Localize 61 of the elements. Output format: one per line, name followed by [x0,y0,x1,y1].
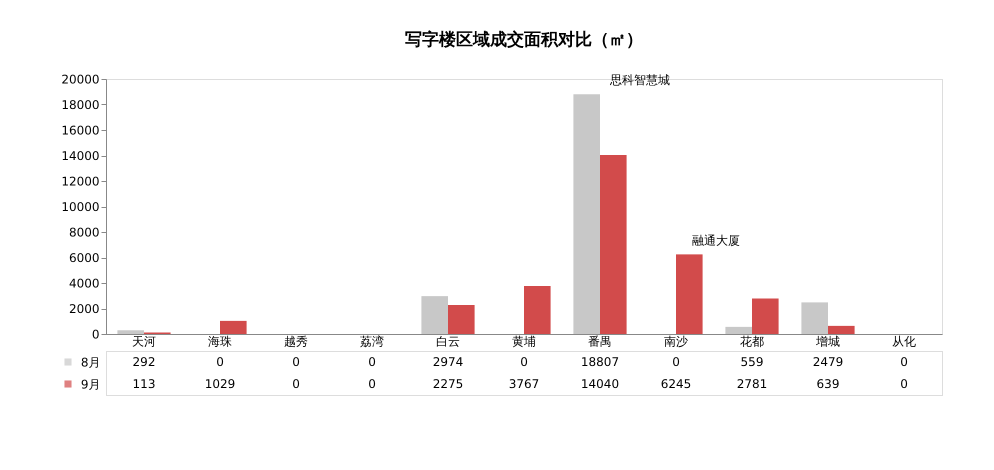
data-label: 0 [368,355,376,369]
legend-label: 9月 [80,378,100,392]
annotation: 思科智慧城 [609,73,670,88]
data-label: 0 [672,355,680,369]
data-label: 6245 [660,377,692,391]
x-tick-label: 海珠 [208,334,232,348]
bar [752,298,779,334]
bar [448,304,475,334]
bar [220,320,247,334]
y-tick-label: 12000 [61,174,100,188]
y-tick-label: 6000 [68,251,100,265]
data-label: 14040 [580,377,620,391]
data-label: 2275 [432,377,464,391]
legend-label: 8月 [80,356,100,370]
annotation: 融通大厦 [692,233,740,248]
y-tick-label: 8000 [68,226,100,240]
data-label: 0 [900,355,908,369]
y-tick-label: 20000 [61,72,100,86]
x-tick-label: 越秀 [284,334,308,348]
bar [117,330,144,334]
y-tick-label: 4000 [68,276,100,290]
data-label: 292 [132,355,156,369]
data-label: 559 [740,355,764,369]
y-tick-label: 10000 [61,200,100,214]
x-tick-label: 天河 [132,334,156,348]
chart-title: 写字楼区域成交面积对比（㎡） [405,30,643,50]
x-tick-label: 花都 [740,334,764,348]
data-label: 1029 [204,377,236,391]
data-label: 0 [292,355,300,369]
x-tick-label: 荔湾 [360,334,384,348]
data-label: 3767 [508,377,540,391]
bar [524,286,551,334]
data-label: 2479 [812,355,844,369]
x-tick-label: 番禺 [588,334,612,348]
bar [573,94,600,334]
x-tick-label: 增城 [815,334,840,348]
y-tick-label: 14000 [61,149,100,163]
data-label: 2974 [432,355,464,369]
data-label: 0 [216,355,224,369]
x-tick-label: 白云 [436,334,460,348]
data-label: 0 [520,355,528,369]
y-tick-label: 18000 [61,98,100,112]
data-label: 18807 [580,355,620,369]
y-tick-label: 16000 [61,124,100,138]
y-tick-label: 2000 [68,302,100,316]
data-label: 639 [816,377,840,391]
y-tick-label: 0 [92,328,100,342]
bar [725,326,752,334]
bar [676,254,703,334]
data-label: 2781 [736,377,768,391]
data-label: 0 [368,377,376,391]
data-label: 0 [900,377,908,391]
data-label: 0 [292,377,300,391]
x-tick-label: 从化 [892,334,916,348]
bar [421,296,448,334]
x-tick-label: 南沙 [664,334,688,348]
data-label: 113 [132,377,156,391]
bar [600,154,627,334]
bar [801,302,828,334]
x-tick-label: 黄埔 [512,334,536,348]
bar [828,326,855,334]
